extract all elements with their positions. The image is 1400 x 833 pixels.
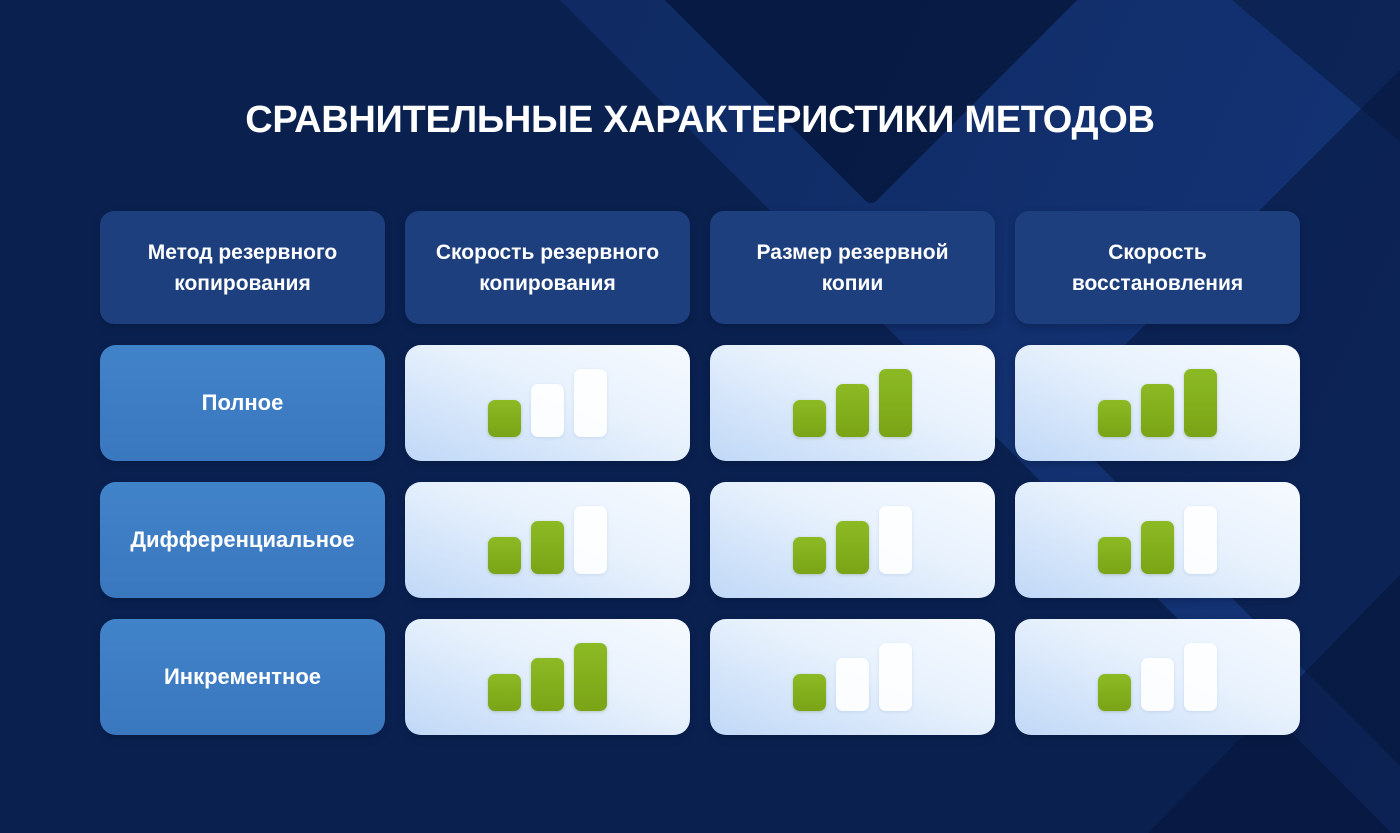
rating-bar-3: [879, 643, 912, 711]
row-label-differential: Дифференциальное: [100, 482, 385, 598]
rating-bars-icon: [1098, 506, 1217, 574]
column-header-method: Метод резервного копирования: [100, 211, 385, 324]
rating-cell-incremental-backup-speed: [405, 619, 690, 735]
rating-cell-incremental-restore-speed: [1015, 619, 1300, 735]
rating-bar-1: [488, 674, 521, 711]
rating-bar-2: [1141, 384, 1174, 437]
rating-bar-2: [1141, 658, 1174, 711]
rating-bar-2: [531, 384, 564, 437]
rating-bar-2: [836, 384, 869, 437]
rating-bar-3: [1184, 506, 1217, 574]
rating-bars-icon: [1098, 643, 1217, 711]
rating-bar-1: [488, 400, 521, 437]
rating-bars-icon: [488, 643, 607, 711]
rating-bars-icon: [488, 506, 607, 574]
row-label-full: Полное: [100, 345, 385, 461]
rating-bars-icon: [793, 506, 912, 574]
rating-bar-1: [793, 400, 826, 437]
rating-cell-full-restore-speed: [1015, 345, 1300, 461]
column-header-restore-speed: Скорость восстановления: [1015, 211, 1300, 324]
rating-bar-3: [574, 369, 607, 437]
rating-bar-3: [879, 369, 912, 437]
rating-bar-1: [1098, 537, 1131, 574]
rating-bar-3: [1184, 643, 1217, 711]
rating-cell-differential-restore-speed: [1015, 482, 1300, 598]
rating-cell-differential-backup-speed: [405, 482, 690, 598]
rating-bar-1: [793, 537, 826, 574]
column-header-backup-speed: Скорость резервного копирования: [405, 211, 690, 324]
rating-bar-3: [1184, 369, 1217, 437]
row-label-incremental: Инкрементное: [100, 619, 385, 735]
rating-bar-1: [488, 537, 521, 574]
rating-cell-full-backup-speed: [405, 345, 690, 461]
rating-bar-2: [836, 658, 869, 711]
rating-cell-incremental-backup-size: [710, 619, 995, 735]
rating-bars-icon: [488, 369, 607, 437]
column-header-backup-size: Размер резервной копии: [710, 211, 995, 324]
page-title: СРАВНИТЕЛЬНЫЕ ХАРАКТЕРИСТИКИ МЕТОДОВ: [245, 99, 1155, 141]
rating-bar-3: [879, 506, 912, 574]
rating-bar-1: [1098, 674, 1131, 711]
rating-cell-full-backup-size: [710, 345, 995, 461]
rating-bar-2: [1141, 521, 1174, 574]
rating-bar-2: [531, 521, 564, 574]
rating-bar-2: [531, 658, 564, 711]
rating-bar-1: [793, 674, 826, 711]
rating-bar-2: [836, 521, 869, 574]
rating-bar-3: [574, 506, 607, 574]
rating-bars-icon: [793, 369, 912, 437]
rating-bar-3: [574, 643, 607, 711]
rating-cell-differential-backup-size: [710, 482, 995, 598]
rating-bars-icon: [1098, 369, 1217, 437]
rating-bar-1: [1098, 400, 1131, 437]
rating-bars-icon: [793, 643, 912, 711]
comparison-table: Метод резервного копирования Скорость ре…: [100, 211, 1300, 735]
